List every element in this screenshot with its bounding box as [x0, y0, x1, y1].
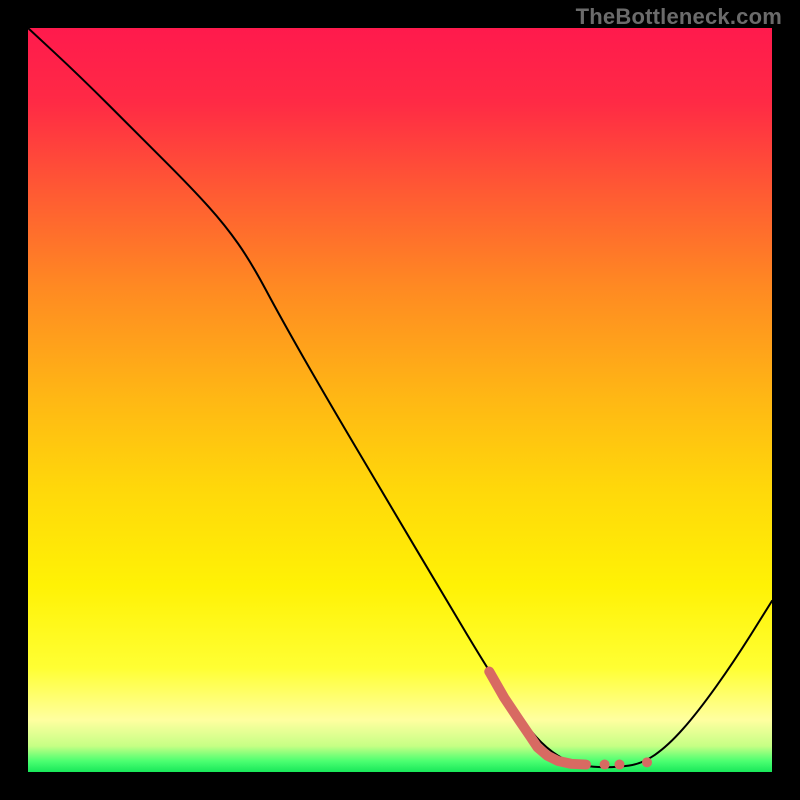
watermark-text: TheBottleneck.com [576, 4, 782, 30]
valley-marker-dot [642, 757, 652, 767]
valley-marker-dot [614, 760, 624, 770]
valley-marker-dot [600, 760, 610, 770]
chart-svg [28, 28, 772, 772]
gradient-background [28, 28, 772, 772]
bottleneck-chart [28, 28, 772, 772]
